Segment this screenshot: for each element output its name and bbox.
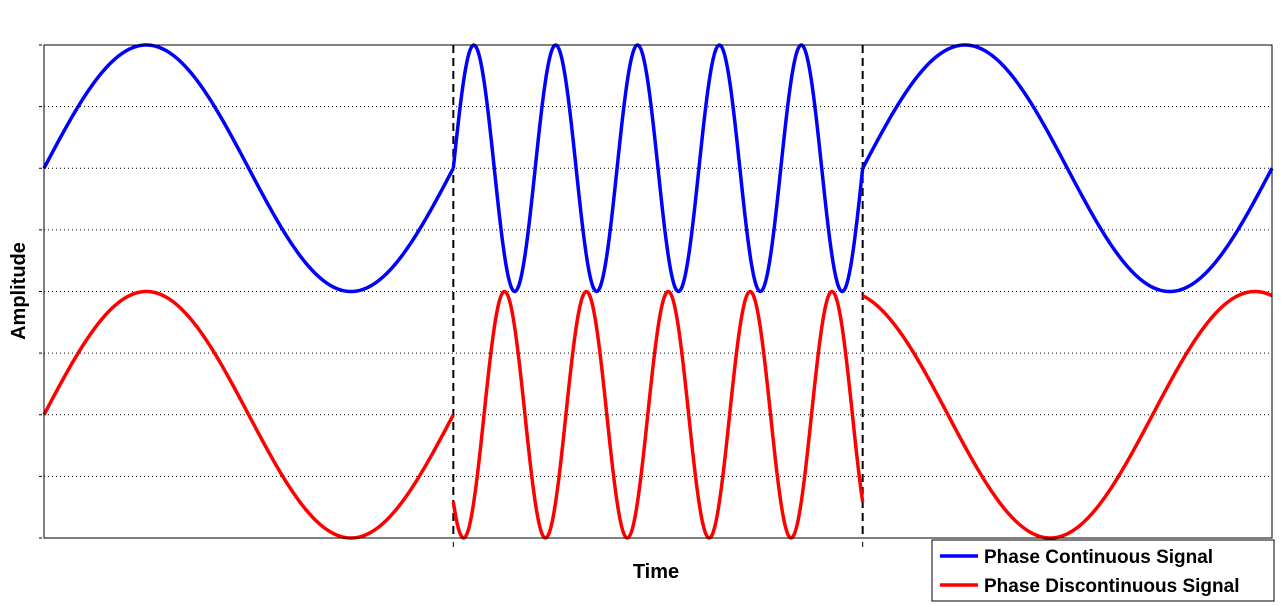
- legend-label-continuous: Phase Continuous Signal: [984, 547, 1213, 568]
- x-axis-label: Time: [633, 561, 679, 583]
- segment-boundaries: [452, 45, 864, 538]
- series-0-segment-0: [42, 43, 455, 294]
- series-1-segment-0: [42, 289, 455, 540]
- series-1-segment-1: [451, 289, 865, 540]
- legend: Phase Continuous Signal Phase Discontinu…: [931, 539, 1275, 602]
- series-1-segment-2: [861, 289, 1273, 540]
- series-0-segment-2: [861, 43, 1274, 294]
- y-axis-label: Amplitude: [8, 242, 30, 340]
- axis-ticks: [39, 44, 864, 547]
- series-layer: [42, 43, 1274, 540]
- legend-label-discontinuous: Phase Discontinuous Signal: [984, 576, 1240, 597]
- legend-box: [931, 539, 1275, 602]
- plot-frame: [43, 44, 1273, 539]
- series-0-segment-1: [451, 43, 865, 294]
